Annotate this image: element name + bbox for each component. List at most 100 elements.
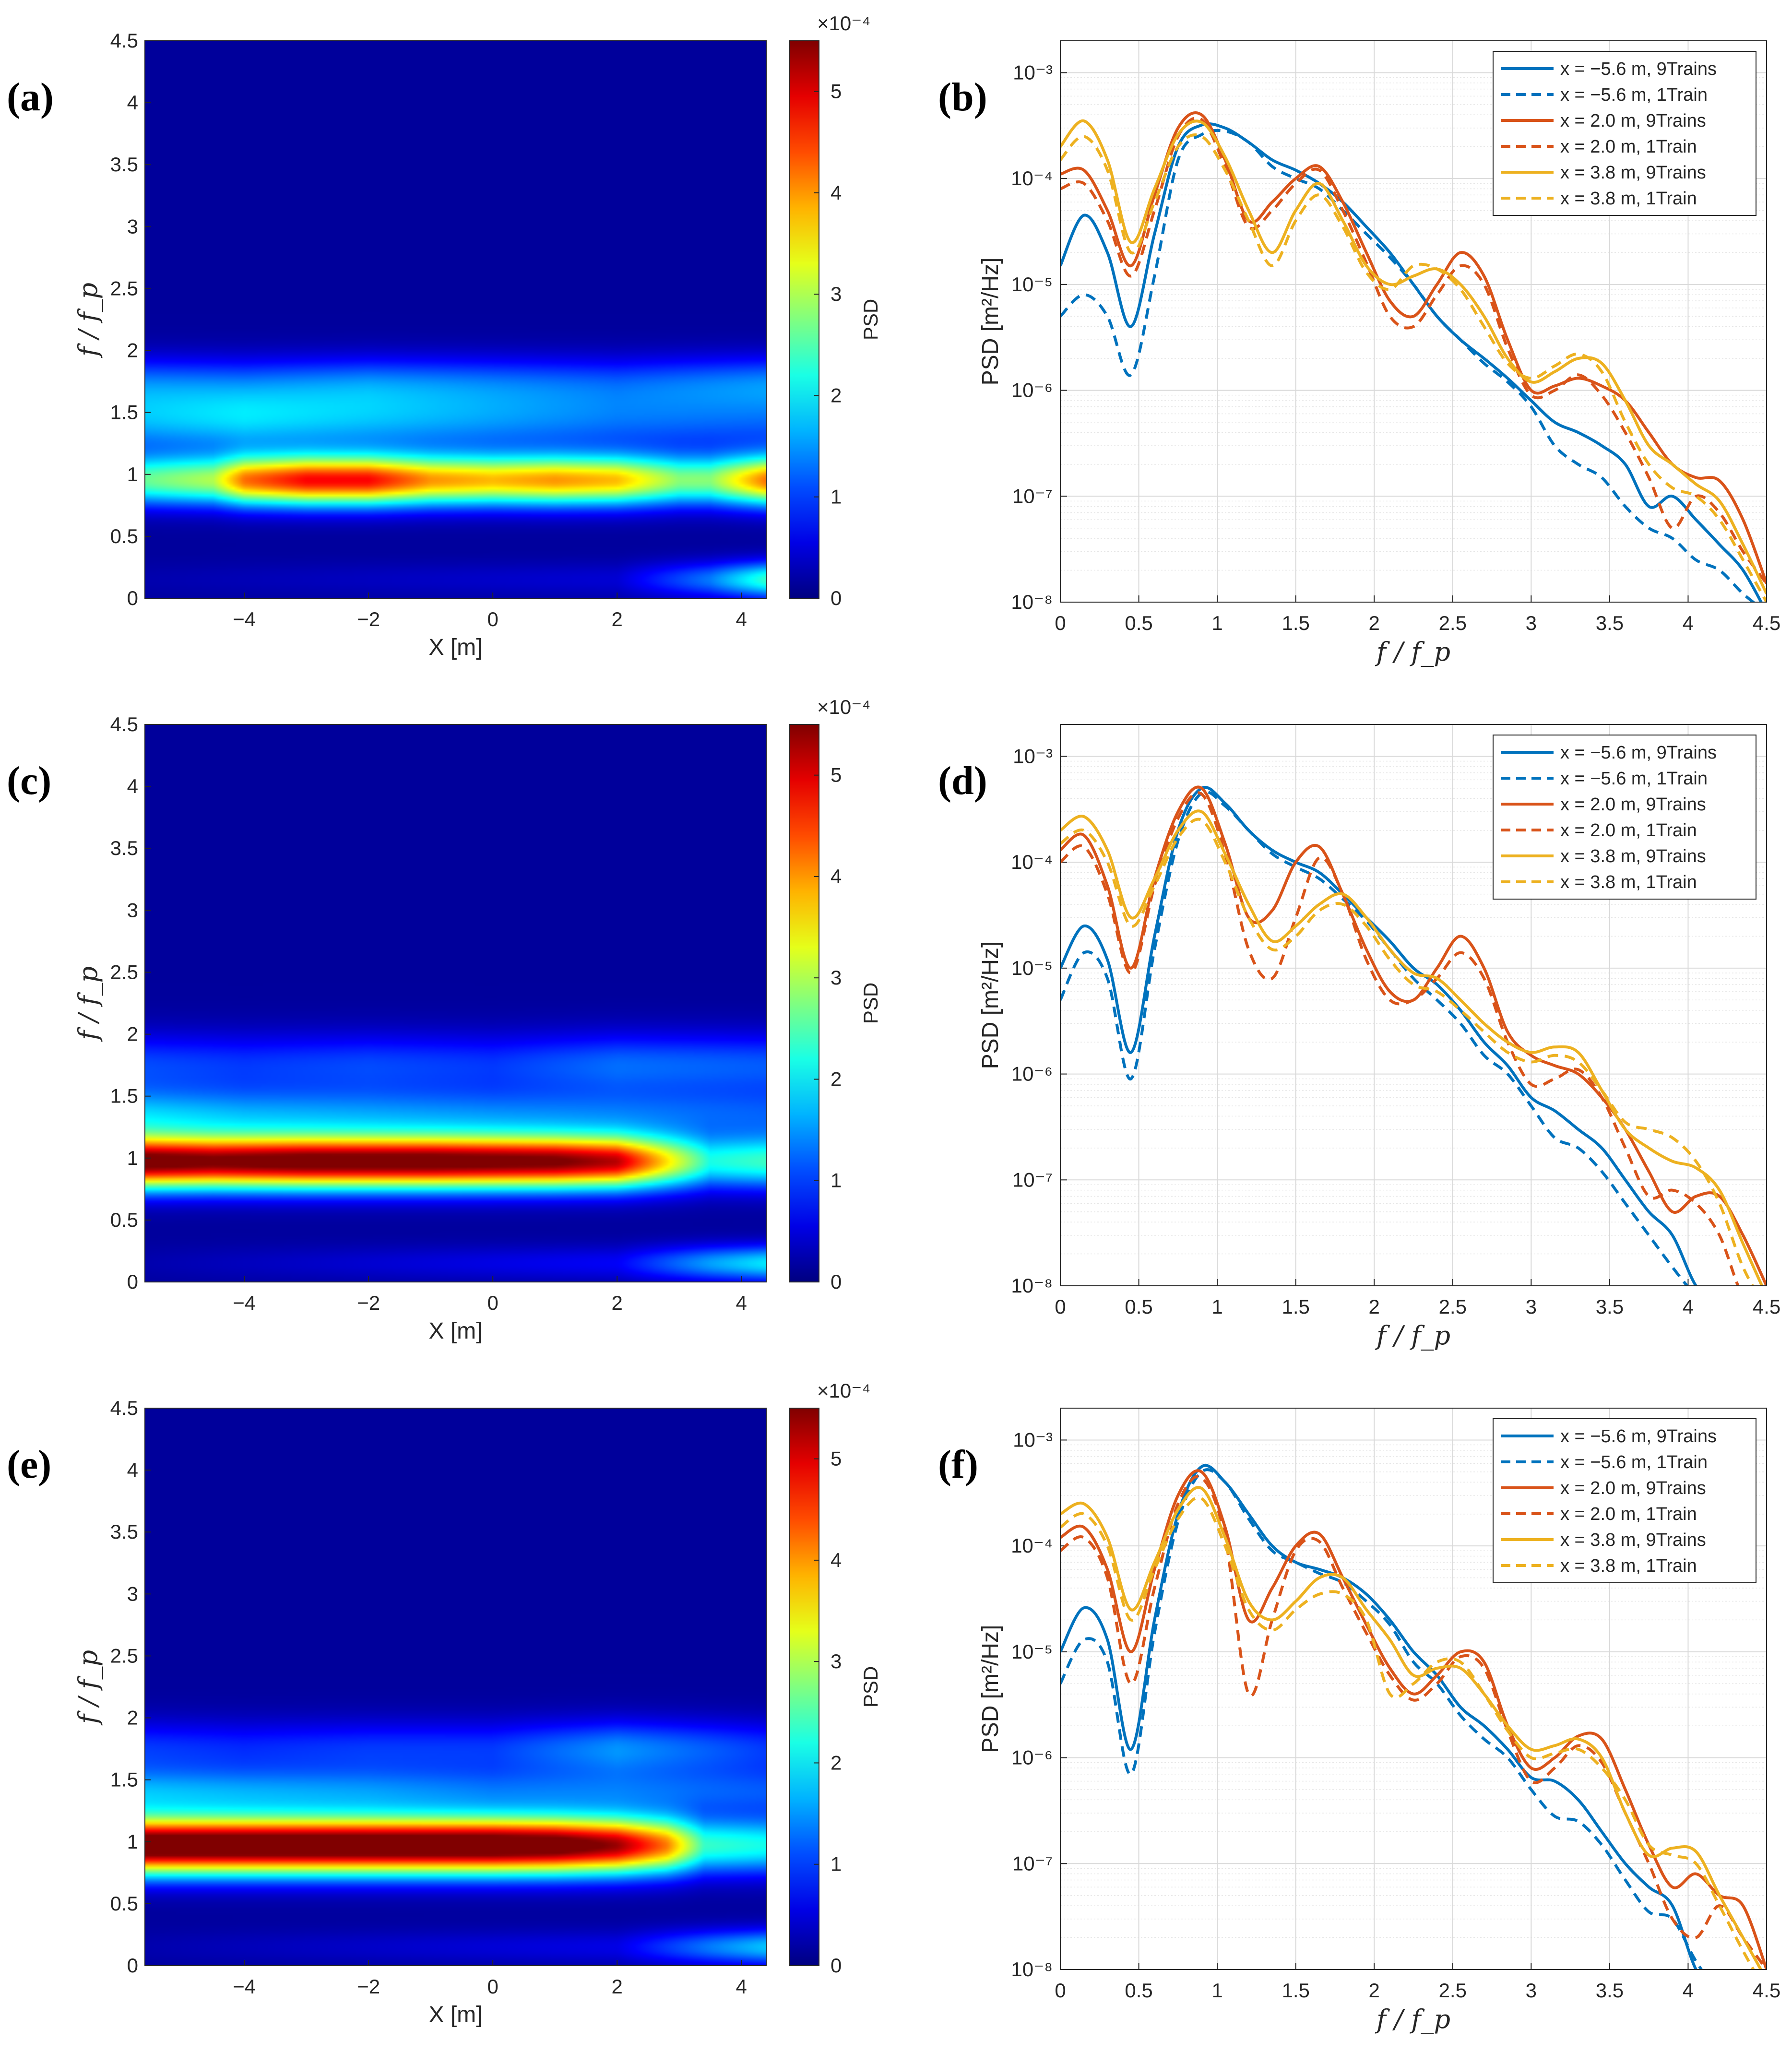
legend-label: x = 3.8 m, 9Trains [1560, 163, 1706, 183]
y-tick-label: 3 [127, 1582, 138, 1605]
legend-label: x = 2.0 m, 9Trains [1560, 1478, 1706, 1498]
colorbar-label: PSD [859, 299, 882, 340]
series-line-5 [1060, 1496, 1755, 1969]
x-tick-label: 1 [1211, 1295, 1222, 1318]
legend-label: x = 3.8 m, 1Train [1560, 1556, 1697, 1576]
x-tick-label: −2 [357, 1975, 380, 1998]
x-tick-label: 0 [1055, 1979, 1066, 2002]
y-tick-label: 1 [127, 1147, 138, 1169]
x-tick-label: −4 [233, 1292, 256, 1314]
x-tick-label: 2 [1369, 1979, 1380, 2002]
y-tick-label: 10⁻³ [1013, 745, 1053, 767]
x-tick-label: 2 [612, 1975, 623, 1998]
y-tick-label: 0.5 [110, 1209, 138, 1231]
y-tick-label: 2 [127, 339, 138, 362]
colorbar [789, 40, 819, 599]
colorbar [789, 724, 819, 1282]
y-axis-label: f / f_p [73, 283, 103, 358]
y-tick-label: 10⁻⁸ [1011, 1958, 1053, 1981]
x-tick-label: 0 [487, 1975, 498, 1998]
x-tick-label: 3.5 [1596, 612, 1624, 634]
series-line-4 [1060, 809, 1764, 1286]
y-tick-label: 2 [127, 1023, 138, 1045]
y-tick-label: 1.5 [110, 1085, 138, 1107]
series-line-1 [1060, 1468, 1703, 1969]
series-line-0 [1060, 786, 1698, 1286]
colorbar-tick-label: 1 [831, 1169, 842, 1192]
heatmap-image [145, 1408, 766, 1966]
x-tick-label: 0.5 [1125, 1295, 1152, 1318]
y-tick-label: 10⁻⁵ [1011, 273, 1053, 296]
legend-label: x = 3.8 m, 9Trains [1560, 1530, 1706, 1550]
legend: x = −5.6 m, 9Trains x = −5.6 m, 1Train x =… [1493, 735, 1756, 900]
series-group [1060, 785, 1767, 1286]
x-tick-label: 2.5 [1439, 1295, 1467, 1318]
x-tick-label: 1 [1211, 612, 1222, 634]
colorbar-tick-label: 3 [831, 283, 842, 305]
series-line-3 [1060, 791, 1740, 1286]
y-tick-label: 10⁻³ [1013, 61, 1053, 83]
x-tick-label: 4 [1683, 612, 1694, 634]
panel-label: (d) [938, 759, 987, 803]
colorbar-tick-label: 2 [831, 384, 842, 406]
x-tick-label: 4 [736, 1975, 747, 1998]
y-tick-label: 10⁻⁵ [1011, 1640, 1053, 1663]
y-tick-label: 10⁻⁸ [1011, 1274, 1053, 1297]
heatmap-panel-c: 0 0.5 1 1.5 2 2.5 3 3.5 4 4.5 −4 −2 0 2 4 X [m] f / f_p 0… [73, 696, 882, 1344]
y-tick-label: 3 [127, 215, 138, 237]
x-tick-label: −4 [233, 1975, 256, 1998]
series-line-3 [1060, 116, 1767, 584]
y-tick-label: 0 [127, 587, 138, 609]
colorbar-tick-label: 0 [831, 1954, 842, 1977]
series-group [1060, 111, 1767, 602]
y-tick-label: 2.5 [110, 961, 138, 983]
y-tick-label: 0 [127, 1954, 138, 1977]
y-tick-label: 10⁻⁴ [1011, 167, 1053, 190]
y-tick-label: 4.5 [110, 1397, 138, 1419]
psd-panel-d: 10⁻⁸ 10⁻⁷ 10⁻⁶ 10⁻⁵ 10⁻⁴ 10⁻³ 0 0.5 1 1.5 2 2.5 3 3.5… [978, 724, 1780, 1351]
series-line-0 [1060, 1464, 1698, 1969]
panel-label: (b) [938, 75, 987, 119]
y-tick-label: 4 [127, 775, 138, 797]
legend-label: x = 2.0 m, 1Train [1560, 137, 1697, 157]
y-tick-label: 1 [127, 463, 138, 486]
x-tick-label: 4 [1683, 1979, 1694, 2002]
plot-frame [1060, 1408, 1767, 1970]
colorbar-exponent: ×10⁻⁴ [817, 1379, 870, 1402]
x-tick-label: 1.5 [1282, 1295, 1309, 1318]
y-tick-label: 10⁻³ [1013, 1428, 1053, 1451]
legend-label: x = 2.0 m, 1Train [1560, 820, 1697, 841]
legend-label: x = 3.8 m, 1Train [1560, 189, 1697, 209]
legend-label: x = −5.6 m, 9Trains [1560, 743, 1717, 763]
x-tick-label: 2 [612, 1292, 623, 1314]
y-tick-label: 4.5 [110, 29, 138, 52]
series-line-2 [1060, 1469, 1767, 1969]
x-axis-label: X [m] [428, 635, 482, 660]
x-tick-label: 2 [1369, 612, 1380, 634]
x-tick-label: 0 [1055, 612, 1066, 634]
colorbar-tick-label: 0 [831, 1270, 842, 1293]
psd-panel-f: 10⁻⁸ 10⁻⁷ 10⁻⁶ 10⁻⁵ 10⁻⁴ 10⁻³ 0 0.5 1 1.5 2 2.5 3 3.5… [978, 1408, 1780, 2034]
panel-label: (c) [7, 759, 51, 803]
legend-label: x = −5.6 m, 9Trains [1560, 59, 1717, 79]
x-tick-label: 4.5 [1753, 1295, 1780, 1318]
heatmap-frame [144, 724, 767, 1282]
y-tick-label: 3.5 [110, 837, 138, 859]
x-tick-label: 0.5 [1125, 612, 1152, 634]
y-tick-label: 10⁻⁷ [1012, 485, 1053, 507]
y-tick-label: 10⁻⁴ [1011, 851, 1053, 873]
x-axis-label: X [m] [428, 2002, 482, 2028]
x-tick-label: 0 [487, 1292, 498, 1314]
plot-frame [1060, 724, 1767, 1286]
colorbar-tick-label: 0 [831, 587, 842, 609]
series-group [1060, 1464, 1767, 1969]
x-tick-label: 2 [612, 608, 623, 630]
colorbar-tick-label: 2 [831, 1068, 842, 1090]
psd-panel-b: 10⁻⁸ 10⁻⁷ 10⁻⁶ 10⁻⁵ 10⁻⁴ 10⁻³ 0 0.5 1 1.5 2 2.5 3 3.5… [978, 40, 1780, 667]
panel-label: (a) [7, 75, 54, 119]
y-tick-label: 2.5 [110, 277, 138, 299]
y-tick-label: 3 [127, 899, 138, 921]
y-tick-label: 1.5 [110, 1768, 138, 1791]
panel-label: (e) [7, 1442, 51, 1487]
